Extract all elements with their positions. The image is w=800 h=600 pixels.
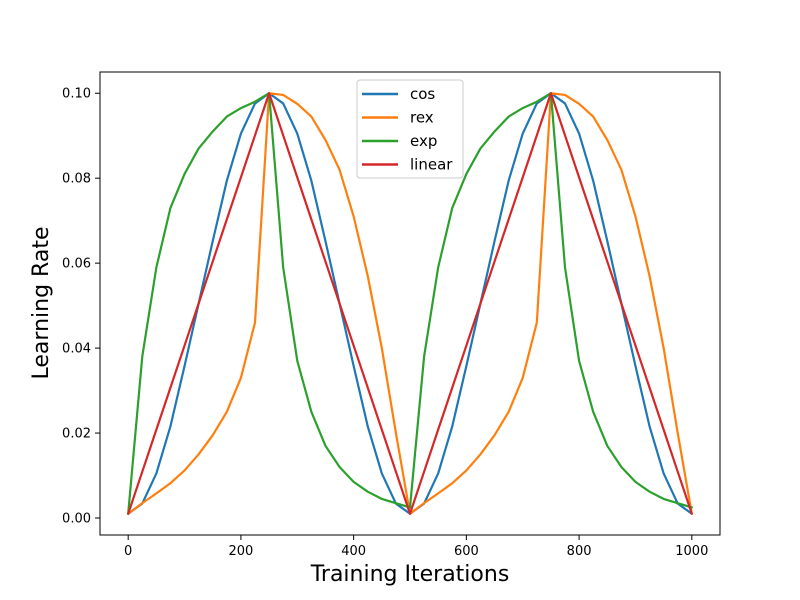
- legend-label-exp: exp: [410, 132, 437, 150]
- y-axis-label: Learning Rate: [29, 227, 54, 380]
- x-tick-label: 800: [567, 544, 592, 559]
- x-tick-label: 1000: [675, 544, 708, 559]
- legend-label-linear: linear: [410, 156, 453, 174]
- y-tick-label: 0.08: [62, 172, 91, 187]
- series-line-exp: [127, 92, 693, 515]
- y-tick-label: 0.10: [62, 87, 91, 102]
- y-tick-label: 0.00: [62, 512, 91, 527]
- y-tick-label: 0.06: [62, 257, 91, 272]
- x-axis-label: Training Iterations: [310, 562, 510, 587]
- y-tick-label: 0.04: [62, 342, 91, 357]
- y-axis: 0.00 0.02 0.04 0.06 0.08 0.10: [62, 87, 100, 527]
- x-tick-label: 400: [341, 544, 366, 559]
- y-tick-label: 0.02: [62, 427, 91, 442]
- x-axis: 0 200 400 600 800 1000: [124, 535, 708, 559]
- x-tick-label: 200: [228, 544, 253, 559]
- plot-frame: [99, 71, 721, 536]
- legend-box: [356, 79, 464, 179]
- x-tick-label: 0: [124, 544, 132, 559]
- series-lines: [127, 92, 693, 515]
- legend-label-rex: rex: [410, 109, 434, 127]
- series-line-linear: [127, 92, 693, 515]
- legend: cos rex exp linear: [356, 79, 464, 179]
- legend-label-cos: cos: [410, 85, 435, 103]
- x-tick-label: 600: [454, 544, 479, 559]
